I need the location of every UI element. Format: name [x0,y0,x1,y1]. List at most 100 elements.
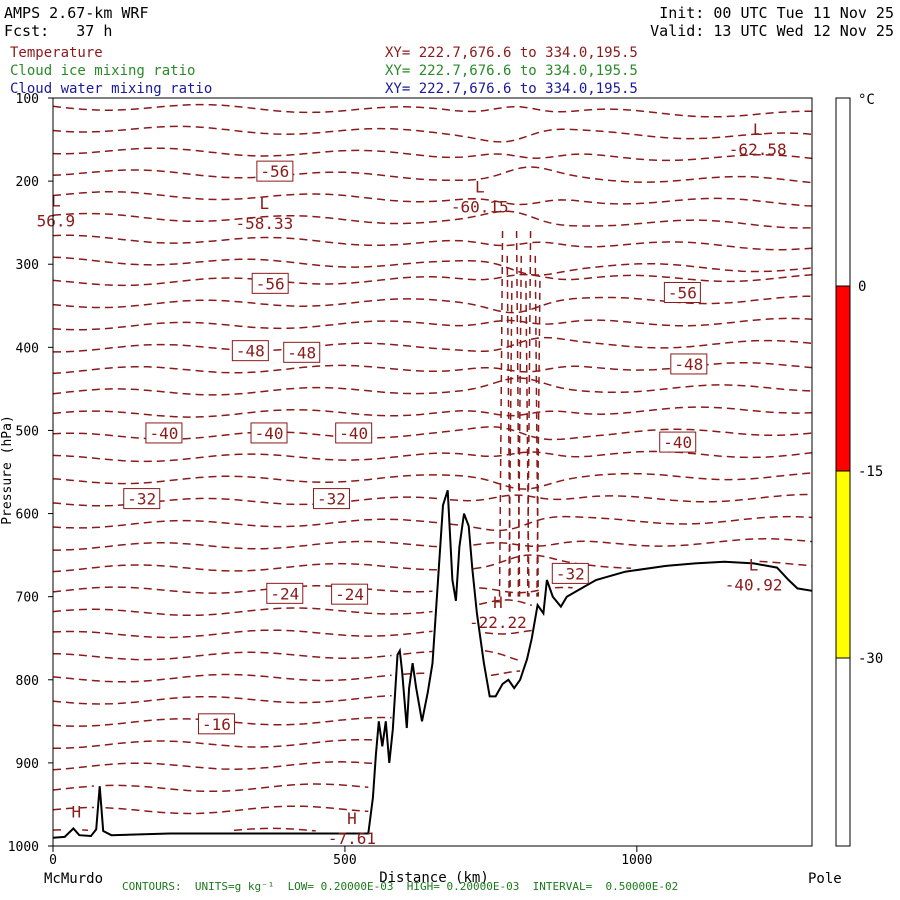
extremum-letter: H [72,802,82,821]
isotherm-line [53,336,813,353]
isotherm-line [506,255,511,597]
isotherm-line [52,295,813,314]
contour-labels: -56 -56 -56 -48 -48 -48 -40 -40 -40 -40 -32 -32 -32 -… [123,160,708,735]
isotherm-line [52,362,813,375]
x-endpoint-left: McMurdo [44,871,103,887]
isotherm-line [52,585,573,594]
contour-label: -24 [335,585,364,604]
y-tick-label: 600 [16,508,39,523]
contour-label: -40 [255,424,284,443]
x-axis-label: Distance (km) [379,870,489,886]
isotherm-line [52,827,316,832]
isotherm-line [508,280,513,597]
contour-label-box [312,488,350,510]
colorbar-unit: °C [858,92,875,108]
x-tick-label: 500 [333,853,356,868]
contour-label: -56 [668,283,697,302]
isotherm-line [53,738,375,750]
contour-label: -32 [317,490,346,509]
init-time: Init: 00 UTC Tue 11 Nov 25 [659,4,894,22]
extremum-letter: L [260,194,270,213]
contour-label: -32 [127,490,156,509]
colorbar-band-yellow [836,471,850,658]
extremum-letter: L [749,556,759,575]
x-tick-label: 0 [49,853,57,868]
x-axis: 0 500 1000 [49,846,653,868]
contour-label: -40 [663,433,692,452]
contour-label-box [659,431,697,453]
isotherm-line [52,273,813,287]
contour-label-box [551,562,589,584]
isotherm-line [52,147,813,162]
isotherm-line [52,783,369,793]
x-endpoint-right: Pole [808,871,842,887]
y-axis-label: Pressure (hPa) [0,415,15,525]
isotherm-line [517,255,522,597]
contour-label-box [663,281,701,303]
isotherm-line [526,230,532,597]
isotherm-line [52,377,813,396]
isotherm-contours [52,103,813,832]
isotherm-line [52,190,813,207]
extremum-value: -40.92 [725,576,783,595]
legend-temperature-xy: XY= 222.7,676.6 to 334.0,195.5 [385,45,638,61]
legend-ice-xy: XY= 222.7,676.6 to 334.0,195.5 [385,63,638,79]
colorbar-label: -30 [858,651,883,667]
y-tick-label: 200 [16,175,39,190]
y-tick-label: 400 [16,341,39,356]
extremum-value: -62.58 [729,140,787,159]
y-axis: 100 200 300 400 500 600 700 800 900 1000 [8,92,53,855]
y-tick-label: 100 [16,92,39,107]
isotherm-line [52,670,521,683]
y-tick-label: 900 [16,757,39,772]
model-title: AMPS 2.67-km WRF [4,4,149,22]
legend-water: Cloud water mixing ratio [10,81,213,97]
contour-label: -40 [339,424,368,443]
isotherm-line [52,554,813,573]
contour-label-box [670,353,708,375]
contour-label-box [123,488,161,510]
colorbar-band-red [836,286,850,471]
isotherm-line [52,210,813,229]
isotherm-line [534,255,540,597]
isotherm-line [498,230,504,597]
extremum-letter: L [753,120,763,139]
legend-ice: Cloud ice mixing ratio [10,63,196,79]
isotherm-line [52,650,521,662]
extremum-value: 56.9 [37,212,76,231]
isotherm-line [52,125,813,143]
contour-footer: CONTOURS: UNITS=g kg⁻¹ LOW= 0.20000E-03 … [122,880,679,893]
isotherm-line [52,406,813,418]
extremum-letter: H [347,809,357,828]
isotherm-line [52,450,813,463]
contour-label-box [145,422,183,444]
terrain-profile [52,489,813,839]
isotherm-line [52,515,813,532]
plot-frame [52,97,813,847]
contour-label: -48 [236,342,265,361]
contour-label: -56 [260,162,289,181]
contour-label-box [250,422,288,444]
isotherm-line [52,426,813,441]
legend-temperature: Temperature [10,45,103,61]
y-tick-label: 1000 [8,840,39,855]
extremum-letter: L [475,177,485,196]
forecast-hour: Fcst: 37 h [4,22,113,40]
extrema-markers: L-62.58L56.9L-58.33L-60.15L-40.92H-22.22… [37,120,787,848]
isotherm-line [52,805,369,815]
isotherm-line [52,493,812,507]
isotherm-line [52,234,813,251]
contour-label-box [256,160,294,182]
isotherm-line [52,629,532,639]
x-tick-label: 1000 [621,853,652,868]
contour-label: -40 [149,424,178,443]
isotherm-line [52,166,813,184]
contour-label-box [197,713,235,735]
contour-label-box [283,341,321,363]
contour-label-box [331,583,369,605]
extremum-value: -60.15 [451,197,509,216]
contour-label: -24 [270,584,299,603]
contour-label-box [251,272,289,294]
valid-time: Valid: 13 UTC Wed 12 Nov 25 [650,22,894,40]
